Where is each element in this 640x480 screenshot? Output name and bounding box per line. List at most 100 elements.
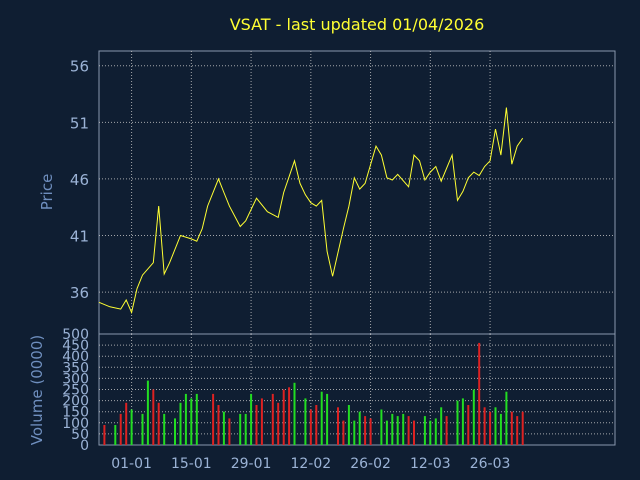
volume-bar: [114, 425, 117, 445]
volume-y-tick: 50: [71, 427, 89, 443]
volume-bar: [250, 393, 253, 445]
volume-bar: [402, 413, 405, 445]
volume-bar: [282, 389, 285, 445]
chart-title: VSAT - last updated 01/04/2026: [230, 15, 485, 34]
volume-bar: [391, 413, 394, 445]
price-plot-area: [98, 50, 616, 335]
volume-axis-label: Volume (0000): [28, 335, 46, 445]
price-axis-label: Price: [38, 174, 56, 211]
volume-bar: [304, 398, 307, 445]
volume-bar: [320, 391, 323, 445]
volume-gridlines: [99, 334, 615, 445]
volume-bar: [222, 411, 225, 445]
price-y-tick-labels: 36 41 46 51 56: [70, 58, 89, 302]
volume-y-tick: 200: [62, 394, 89, 410]
volume-bars: [103, 342, 524, 445]
volume-bar: [407, 416, 410, 445]
volume-y-tick: 500: [62, 327, 89, 343]
x-tick-label: 01-01: [111, 456, 152, 472]
price-y-tick: 56: [70, 58, 89, 76]
volume-bar: [103, 425, 106, 445]
volume-bar: [445, 416, 448, 445]
volume-y-tick: 250: [62, 383, 89, 399]
volume-y-tick: 450: [62, 338, 89, 354]
x-tick-label: 26-02: [350, 456, 391, 472]
volume-bar: [396, 416, 399, 445]
volume-bar: [309, 409, 312, 445]
x-tick-labels: 01-01 15-01 29-01 12-02 26-02 12-03 26-03: [111, 456, 510, 472]
price-y-tick: 36: [70, 284, 89, 302]
volume-y-tick: 150: [62, 405, 89, 421]
volume-bar: [369, 418, 372, 445]
volume-y-tick: 300: [62, 371, 89, 387]
volume-bar: [342, 420, 345, 445]
volume-bar: [146, 380, 149, 445]
volume-bar: [212, 393, 215, 445]
volume-bar: [364, 416, 367, 445]
volume-bar: [184, 393, 187, 445]
price-panel: 36 41 46 51 56 Price: [38, 50, 616, 335]
x-tick-label: 15-01: [171, 456, 212, 472]
volume-bar: [217, 405, 220, 445]
volume-bar: [163, 413, 166, 445]
volume-bar: [141, 413, 144, 445]
volume-y-tick: 0: [80, 438, 89, 454]
volume-bar: [190, 398, 193, 445]
volume-bar: [472, 389, 475, 445]
x-tick-label: 29-01: [231, 456, 272, 472]
volume-bar: [260, 398, 263, 445]
volume-bar: [385, 420, 388, 445]
volume-bar: [467, 405, 470, 445]
volume-y-tick: 100: [62, 416, 89, 432]
volume-bar: [516, 416, 519, 445]
volume-bar: [423, 416, 426, 445]
volume-bar: [125, 402, 128, 445]
price-y-tick: 41: [70, 228, 89, 246]
volume-bar: [179, 402, 182, 445]
volume-bar: [380, 409, 383, 445]
volume-bar: [119, 413, 122, 445]
volume-bar: [337, 407, 339, 445]
volume-bar: [499, 413, 502, 445]
price-y-tick: 51: [70, 114, 89, 132]
volume-y-tick: 400: [62, 349, 89, 365]
volume-y-tick: 350: [62, 360, 89, 376]
volume-bar: [293, 382, 296, 445]
volume-bar: [494, 407, 497, 445]
volume-bar: [326, 393, 329, 445]
volume-bar: [288, 387, 291, 445]
volume-bar: [271, 393, 274, 445]
volume-bar: [239, 413, 242, 445]
volume-bar: [456, 400, 459, 445]
volume-bar: [315, 405, 318, 445]
volume-bar: [489, 411, 492, 445]
volume-bar: [255, 405, 258, 445]
volume-bar: [228, 418, 231, 445]
volume-bar: [157, 402, 160, 445]
volume-bar: [353, 420, 356, 445]
volume-bar: [483, 407, 486, 445]
volume-bar: [130, 409, 133, 445]
volume-bar: [429, 420, 432, 445]
volume-bar: [413, 420, 415, 445]
x-tick-label: 26-03: [470, 456, 511, 472]
volume-bar: [358, 411, 361, 445]
volume-bar: [521, 411, 524, 445]
price-y-tick: 46: [70, 171, 89, 189]
price-series-line: [98, 107, 524, 315]
x-tick-label: 12-02: [290, 456, 331, 472]
volume-bar: [510, 411, 513, 445]
volume-bar: [440, 407, 443, 445]
volume-bar: [347, 405, 350, 445]
volume-bar: [195, 393, 198, 445]
volume-bar: [244, 413, 247, 445]
volume-bar: [478, 342, 481, 445]
volume-bar: [434, 418, 437, 445]
volume-bar: [505, 391, 508, 445]
volume-bar: [152, 389, 155, 445]
price-gridlines: [99, 51, 615, 334]
x-tick-label: 12-03: [410, 456, 451, 472]
